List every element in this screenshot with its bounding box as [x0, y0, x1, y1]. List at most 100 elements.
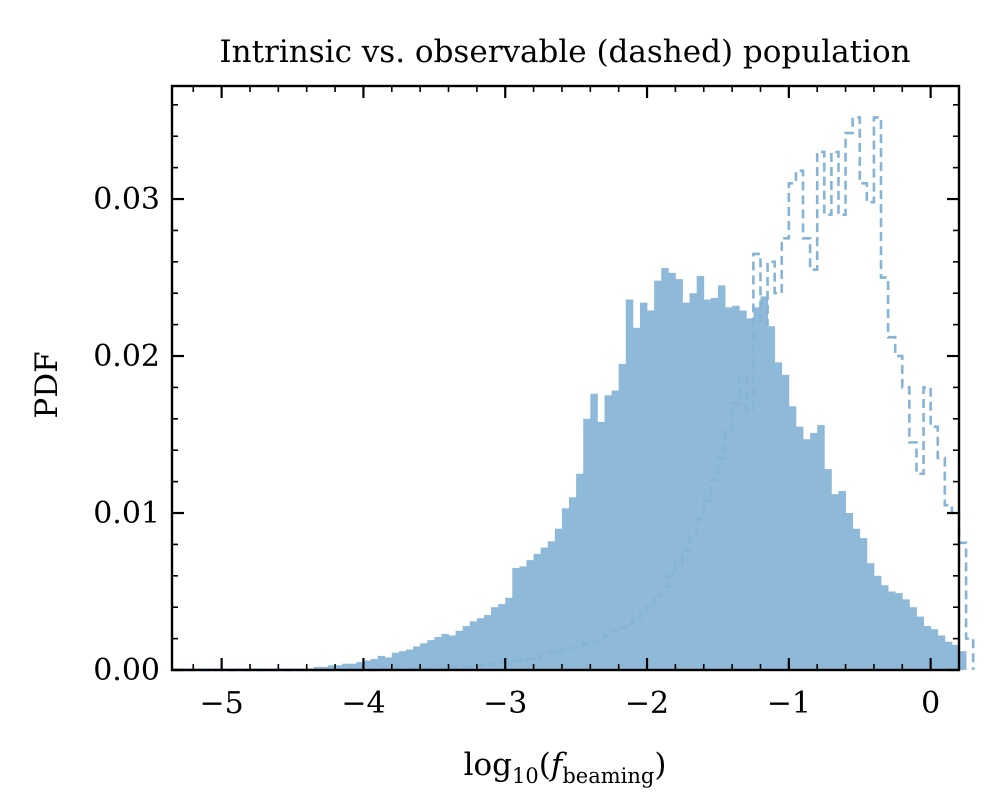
intrinsic-bar [519, 566, 527, 670]
observable-histogram [172, 116, 975, 672]
chart-title: Intrinsic vs. observable (dashed) popula… [219, 34, 910, 70]
intrinsic-bar [831, 494, 839, 670]
intrinsic-bar [398, 651, 407, 670]
intrinsic-bar [838, 491, 846, 670]
intrinsic-bar [668, 272, 676, 670]
intrinsic-bar [881, 585, 889, 670]
intrinsic-bar [547, 541, 556, 670]
intrinsic-bar [611, 390, 620, 670]
intrinsic-bar [760, 296, 768, 670]
intrinsic-bar [491, 607, 499, 670]
intrinsic-bar [483, 615, 492, 670]
intrinsic-bar [888, 591, 896, 670]
intrinsic-bar [597, 421, 605, 670]
intrinsic-bar [725, 307, 733, 670]
intrinsic-bar [788, 406, 797, 670]
intrinsic-bar [313, 666, 322, 670]
x-axis-label-variable-subscript: beaming [562, 764, 654, 788]
intrinsic-bar [576, 473, 584, 670]
x-axis-label: log10(fbeaming) [464, 747, 667, 788]
intrinsic-bar [320, 666, 329, 670]
intrinsic-bar [675, 279, 683, 670]
y-axis-label: PDF [29, 351, 65, 418]
axis-ticks [172, 86, 960, 672]
intrinsic-bar [512, 567, 520, 670]
intrinsic-bar [604, 395, 612, 670]
intrinsic-bar [590, 393, 598, 670]
intrinsic-bar [717, 285, 726, 670]
intrinsic-bar [455, 630, 464, 670]
intrinsic-bar [377, 655, 386, 670]
y-tick-label: 0.01 [93, 496, 160, 531]
intrinsic-bar [703, 299, 712, 670]
intrinsic-bar [824, 469, 832, 670]
intrinsic-bar [498, 604, 506, 670]
axes-frame [170, 84, 961, 672]
intrinsic-bar [916, 616, 924, 670]
intrinsic-bar [335, 665, 343, 670]
intrinsic-bar [739, 310, 747, 670]
intrinsic-bar [469, 621, 478, 670]
intrinsic-bar [349, 663, 357, 670]
intrinsic-bar [554, 528, 563, 670]
intrinsic-bar [384, 657, 393, 670]
x-tick-label: −2 [625, 686, 669, 721]
x-axis-label-base-subscript: 10 [512, 764, 539, 788]
intrinsic-bar [873, 575, 882, 670]
intrinsic-bar [405, 649, 414, 670]
intrinsic-bar [661, 268, 669, 670]
intrinsic-histogram [172, 268, 967, 670]
axes-border [170, 84, 961, 672]
intrinsic-bar [427, 640, 435, 670]
intrinsic-bar [647, 310, 655, 670]
intrinsic-bar [909, 607, 917, 670]
x-tick-label: −4 [341, 686, 385, 721]
intrinsic-bar [746, 318, 754, 670]
intrinsic-bar [420, 643, 428, 670]
intrinsic-bar [774, 362, 783, 670]
intrinsic-bar [852, 528, 861, 670]
intrinsic-bar [413, 646, 421, 670]
intrinsic-bar [767, 326, 776, 670]
tick-labels: −5 −4 −3 −2 −1 0 0.00 0.01 0.02 0.03 [93, 182, 940, 721]
intrinsic-bar [859, 538, 868, 670]
intrinsic-bar [569, 497, 577, 670]
intrinsic-bar [923, 626, 932, 670]
intrinsic-bar [540, 547, 549, 670]
intrinsic-bar [696, 275, 705, 670]
intrinsic-bar [845, 513, 854, 670]
intrinsic-bar [710, 297, 719, 670]
intrinsic-bar [561, 508, 570, 670]
observable-step-line [172, 116, 975, 672]
intrinsic-bar [817, 425, 825, 670]
intrinsic-bar [448, 635, 456, 670]
x-axis-label-base: log [464, 747, 512, 783]
intrinsic-bar [625, 299, 634, 670]
y-tick-label: 0.03 [93, 182, 160, 217]
intrinsic-bar [434, 637, 442, 670]
intrinsic-bar [356, 662, 364, 670]
intrinsic-bar [951, 644, 960, 670]
intrinsic-bar [959, 651, 967, 670]
intrinsic-bar [753, 307, 761, 670]
intrinsic-bar [810, 432, 818, 670]
intrinsic-bar [732, 305, 740, 670]
intrinsic-bar [327, 665, 336, 670]
x-tick-label: 0 [921, 686, 940, 721]
x-tick-label: −1 [767, 686, 811, 721]
intrinsic-bar [370, 659, 379, 670]
intrinsic-bar [795, 426, 804, 670]
intrinsic-bar [391, 652, 400, 670]
intrinsic-bar [342, 663, 350, 670]
intrinsic-bar [639, 302, 648, 670]
intrinsic-bar [944, 641, 953, 670]
intrinsic-bar [583, 418, 591, 670]
intrinsic-bar [654, 280, 662, 670]
intrinsic-bar [632, 327, 641, 670]
x-axis-label-open-paren: ( [539, 747, 551, 783]
x-tick-label: −5 [200, 686, 244, 721]
y-tick-label: 0.02 [93, 339, 160, 374]
x-axis-label-close-paren: ) [654, 747, 666, 783]
intrinsic-bar [462, 626, 471, 670]
